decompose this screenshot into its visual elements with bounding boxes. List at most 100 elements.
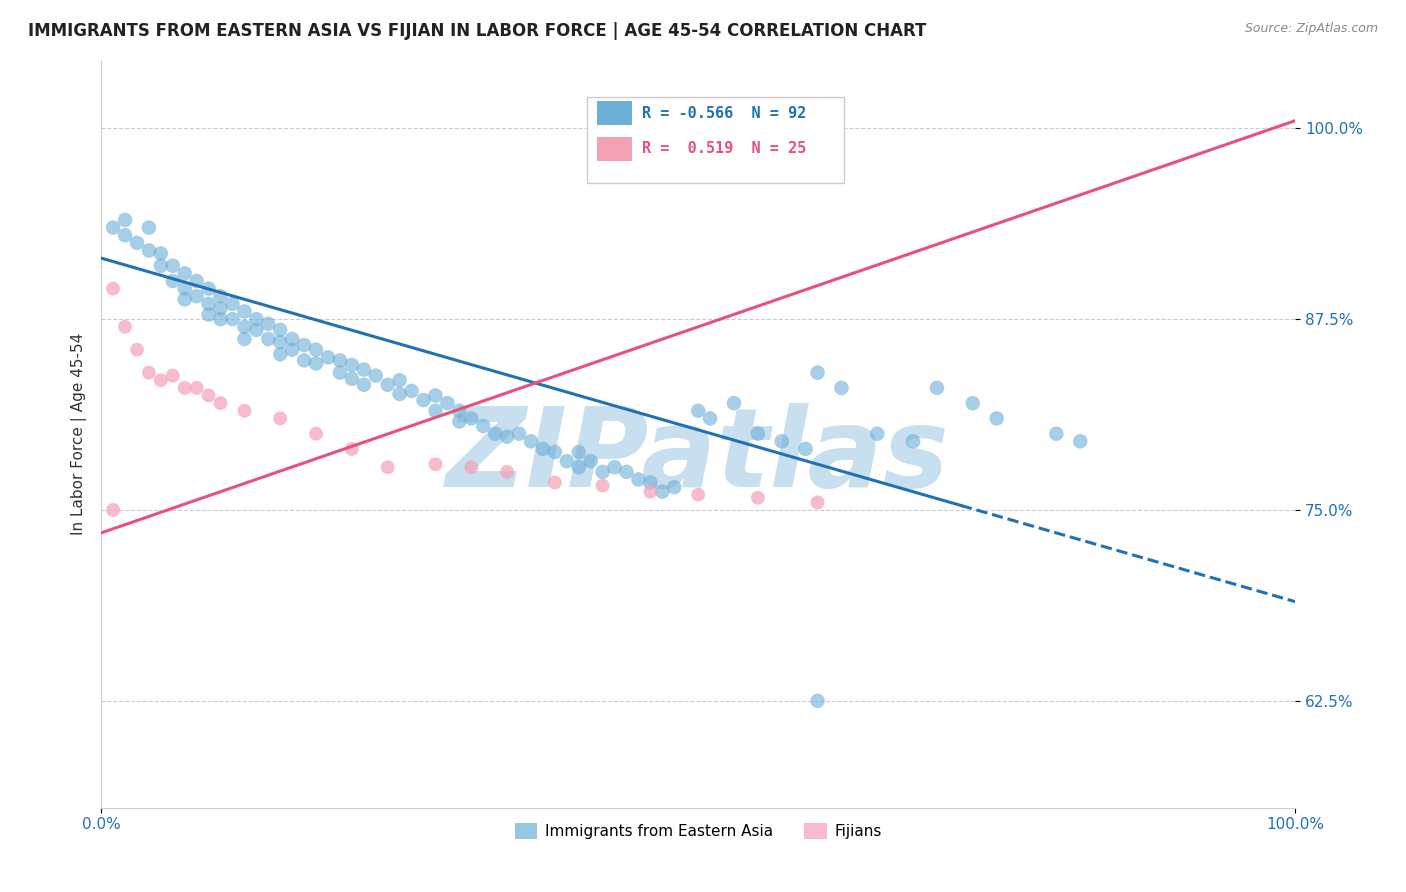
Y-axis label: In Labor Force | Age 45-54: In Labor Force | Age 45-54: [72, 333, 87, 535]
Point: [197, 297, 219, 311]
Point: [1069, 434, 1091, 449]
Point: [592, 465, 614, 479]
Point: [162, 368, 184, 383]
Text: IMMIGRANTS FROM EASTERN ASIA VS FIJIAN IN LABOR FORCE | AGE 45-54 CORRELATION CH: IMMIGRANTS FROM EASTERN ASIA VS FIJIAN I…: [28, 22, 927, 40]
Point: [925, 381, 948, 395]
Point: [149, 259, 172, 273]
Point: [377, 377, 399, 392]
Point: [221, 297, 243, 311]
Point: [496, 465, 519, 479]
Point: [436, 396, 458, 410]
Point: [138, 366, 160, 380]
Point: [640, 475, 662, 490]
Point: [592, 478, 614, 492]
Point: [305, 356, 328, 370]
Point: [197, 308, 219, 322]
Point: [138, 220, 160, 235]
Point: [425, 457, 447, 471]
Point: [233, 304, 256, 318]
Point: [186, 381, 208, 395]
Point: [316, 351, 339, 365]
Point: [747, 426, 769, 441]
Point: [269, 347, 291, 361]
Point: [114, 228, 136, 243]
Point: [794, 442, 817, 456]
Point: [962, 396, 984, 410]
Point: [209, 289, 232, 303]
Point: [125, 235, 148, 250]
Point: [520, 434, 543, 449]
Point: [388, 387, 411, 401]
Point: [364, 368, 387, 383]
FancyBboxPatch shape: [596, 102, 633, 126]
Text: Source: ZipAtlas.com: Source: ZipAtlas.com: [1244, 22, 1378, 36]
Point: [281, 343, 304, 357]
Legend: Immigrants from Eastern Asia, Fijians: Immigrants from Eastern Asia, Fijians: [509, 817, 887, 845]
FancyBboxPatch shape: [596, 136, 633, 161]
Point: [651, 484, 673, 499]
Point: [114, 319, 136, 334]
Point: [388, 373, 411, 387]
Point: [544, 445, 567, 459]
Point: [149, 373, 172, 387]
Point: [340, 442, 363, 456]
Point: [209, 301, 232, 316]
Point: [269, 334, 291, 349]
Point: [723, 396, 745, 410]
Point: [901, 434, 924, 449]
Point: [257, 317, 280, 331]
Point: [125, 343, 148, 357]
Point: [425, 388, 447, 402]
Point: [449, 404, 471, 418]
Point: [531, 442, 554, 456]
Point: [353, 377, 375, 392]
Point: [209, 396, 232, 410]
Point: [101, 282, 124, 296]
Point: [616, 465, 638, 479]
Point: [579, 454, 602, 468]
Point: [197, 282, 219, 296]
Point: [508, 426, 530, 441]
Point: [353, 362, 375, 376]
Point: [292, 353, 315, 368]
Point: [806, 694, 828, 708]
Point: [173, 381, 195, 395]
Point: [688, 404, 710, 418]
Point: [186, 274, 208, 288]
Point: [830, 381, 852, 395]
Point: [173, 293, 195, 307]
Point: [197, 388, 219, 402]
Point: [460, 460, 482, 475]
Point: [221, 312, 243, 326]
Point: [101, 503, 124, 517]
Point: [688, 488, 710, 502]
Text: ZIPatlas: ZIPatlas: [446, 402, 950, 509]
Point: [269, 323, 291, 337]
Point: [770, 434, 793, 449]
Point: [401, 384, 423, 398]
Point: [162, 259, 184, 273]
Point: [460, 411, 482, 425]
Point: [627, 473, 650, 487]
Point: [281, 332, 304, 346]
Point: [699, 411, 721, 425]
Point: [269, 411, 291, 425]
Point: [173, 266, 195, 280]
Point: [173, 282, 195, 296]
Point: [209, 312, 232, 326]
Point: [149, 246, 172, 260]
Point: [496, 430, 519, 444]
Point: [233, 319, 256, 334]
Point: [449, 414, 471, 428]
Point: [138, 244, 160, 258]
Point: [640, 484, 662, 499]
Point: [866, 426, 889, 441]
Point: [329, 353, 352, 368]
Point: [986, 411, 1008, 425]
Point: [245, 312, 267, 326]
Point: [568, 460, 591, 475]
Point: [412, 393, 434, 408]
Point: [568, 445, 591, 459]
Point: [472, 419, 495, 434]
Point: [806, 495, 828, 509]
